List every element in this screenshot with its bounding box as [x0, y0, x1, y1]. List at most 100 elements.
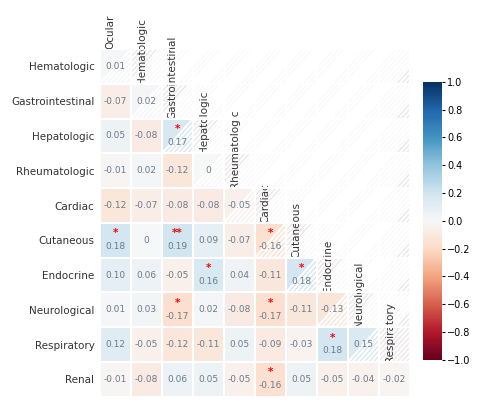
Text: *: * [268, 298, 273, 308]
Bar [100, 84, 131, 119]
Bar [286, 362, 317, 397]
Text: -0.13: -0.13 [321, 305, 344, 315]
Bar [224, 49, 255, 84]
Bar [162, 292, 193, 327]
Text: -0.12: -0.12 [166, 166, 189, 175]
Bar [348, 153, 379, 188]
Bar [162, 188, 193, 223]
Bar [224, 153, 255, 188]
Text: *: * [175, 124, 180, 134]
Bar [224, 362, 255, 397]
Bar [100, 258, 131, 292]
Text: Cardiac: Cardiac [260, 183, 270, 223]
Text: -0.11: -0.11 [259, 270, 282, 280]
Bar [348, 258, 379, 292]
Text: -0.16: -0.16 [259, 242, 282, 251]
Text: -0.08: -0.08 [197, 201, 220, 210]
Bar [379, 223, 410, 258]
Text: -0.01: -0.01 [104, 166, 127, 175]
Bar [224, 188, 255, 223]
Text: *: * [113, 228, 118, 238]
Bar [255, 188, 286, 223]
Bar [100, 119, 131, 153]
Text: -0.17: -0.17 [259, 312, 282, 321]
Text: -0.09: -0.09 [259, 340, 282, 349]
Text: -0.07: -0.07 [135, 201, 158, 210]
Text: -0.08: -0.08 [135, 131, 158, 141]
Bar [193, 362, 224, 397]
Text: 0.02: 0.02 [136, 97, 156, 106]
Text: *: * [175, 298, 180, 308]
Bar [162, 84, 193, 119]
Text: 0.06: 0.06 [168, 375, 188, 384]
Bar [379, 258, 410, 292]
Bar [162, 223, 193, 258]
Text: *: * [206, 263, 211, 273]
Text: -0.11: -0.11 [290, 305, 313, 315]
Bar [255, 258, 286, 292]
Bar [286, 223, 317, 258]
Bar [193, 223, 224, 258]
Bar [255, 84, 286, 119]
Text: 0.12: 0.12 [106, 340, 126, 349]
Text: -0.16: -0.16 [259, 381, 282, 390]
Bar [131, 258, 162, 292]
Bar [286, 49, 317, 84]
Bar [193, 258, 224, 292]
Text: Neurological: Neurological [354, 262, 364, 327]
Text: 0.17: 0.17 [168, 138, 188, 147]
Bar [317, 49, 348, 84]
Text: 0.19: 0.19 [168, 242, 188, 251]
Bar [317, 327, 348, 362]
Text: -0.17: -0.17 [166, 312, 189, 321]
Bar [100, 49, 131, 84]
Text: -0.05: -0.05 [166, 270, 189, 280]
Bar [286, 153, 317, 188]
Bar [224, 292, 255, 327]
Bar [255, 223, 286, 258]
Text: Ocular: Ocular [106, 15, 116, 49]
Bar [286, 188, 317, 223]
Bar [131, 223, 162, 258]
Bar [379, 362, 410, 397]
Text: -0.07: -0.07 [104, 97, 127, 106]
Bar [162, 362, 193, 397]
Bar [131, 84, 162, 119]
Bar [193, 327, 224, 362]
Text: -0.08: -0.08 [135, 375, 158, 384]
Bar [131, 327, 162, 362]
Text: -0.05: -0.05 [135, 340, 158, 349]
Bar [131, 188, 162, 223]
Bar [255, 292, 286, 327]
Text: 0.02: 0.02 [198, 305, 218, 315]
Text: 0.05: 0.05 [106, 131, 126, 141]
Bar [100, 362, 131, 397]
Text: 0.18: 0.18 [106, 242, 126, 251]
Bar [100, 223, 131, 258]
Text: Cutaneous: Cutaneous [292, 202, 302, 258]
Bar [255, 327, 286, 362]
Text: Endocrine: Endocrine [322, 240, 332, 292]
Text: 0.02: 0.02 [136, 166, 156, 175]
Bar [286, 84, 317, 119]
Text: Hematologic: Hematologic [136, 18, 146, 84]
Text: 0.03: 0.03 [136, 305, 156, 315]
Bar [255, 119, 286, 153]
Bar [348, 362, 379, 397]
Text: *: * [268, 367, 273, 378]
Bar [224, 327, 255, 362]
Text: *: * [330, 333, 335, 343]
Bar [348, 84, 379, 119]
Bar [255, 153, 286, 188]
Bar [131, 49, 162, 84]
Bar [255, 362, 286, 397]
Bar [224, 258, 255, 292]
Bar [317, 153, 348, 188]
Bar [255, 49, 286, 84]
Bar [317, 362, 348, 397]
Bar [162, 119, 193, 153]
Bar [193, 49, 224, 84]
Bar [379, 153, 410, 188]
Text: 0.05: 0.05 [292, 375, 312, 384]
Text: -0.04: -0.04 [352, 375, 375, 384]
